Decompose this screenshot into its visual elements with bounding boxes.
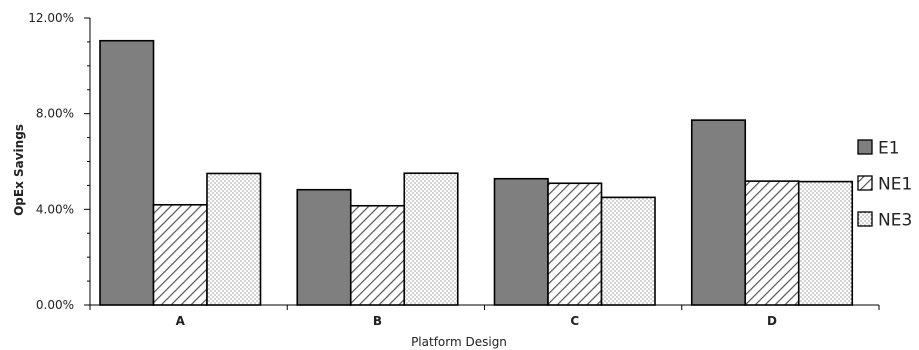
x-tick-label: A [176,314,186,328]
y-tick-label: 8.00% [36,107,74,121]
legend-label-e1: E1 [878,139,900,159]
bar-e1-b [296,188,352,306]
bar-ne3-c [600,196,656,306]
bar-e1-c [493,177,549,306]
x-axis: A B C D [89,304,880,328]
bar-ne1-c [547,182,603,306]
x-axis-title: Platform Design [411,335,507,349]
bar-ne3-d [797,180,854,306]
bar-e1-a [99,39,155,306]
bar-ne1-a [152,203,208,306]
x-tick-label: D [767,314,777,328]
y-tick-label: 12.00% [28,11,74,25]
y-tick-label: 0.00% [36,298,74,312]
bar-ne1-d [744,180,800,306]
legend-swatch-e1 [857,139,873,155]
plot-area [99,39,854,306]
y-axis-title: OpEx Savings [12,124,26,216]
y-axis: 0.00% 4.00% 8.00% 12.00% [28,11,91,312]
bar-ne1-b [349,204,406,306]
legend: E1 NE1 NE3 [857,139,912,231]
bar-ne3-b [403,172,459,306]
bar-ne3-a [206,172,262,306]
bar-e1-d [690,119,747,306]
x-tick-label: C [570,314,579,328]
legend-swatch-ne3 [857,211,873,227]
legend-label-ne1: NE1 [878,175,912,195]
x-tick-label: B [373,314,382,328]
legend-label-ne3: NE3 [878,211,912,231]
legend-swatch-ne1 [857,175,873,191]
y-tick-label: 4.00% [36,202,74,216]
